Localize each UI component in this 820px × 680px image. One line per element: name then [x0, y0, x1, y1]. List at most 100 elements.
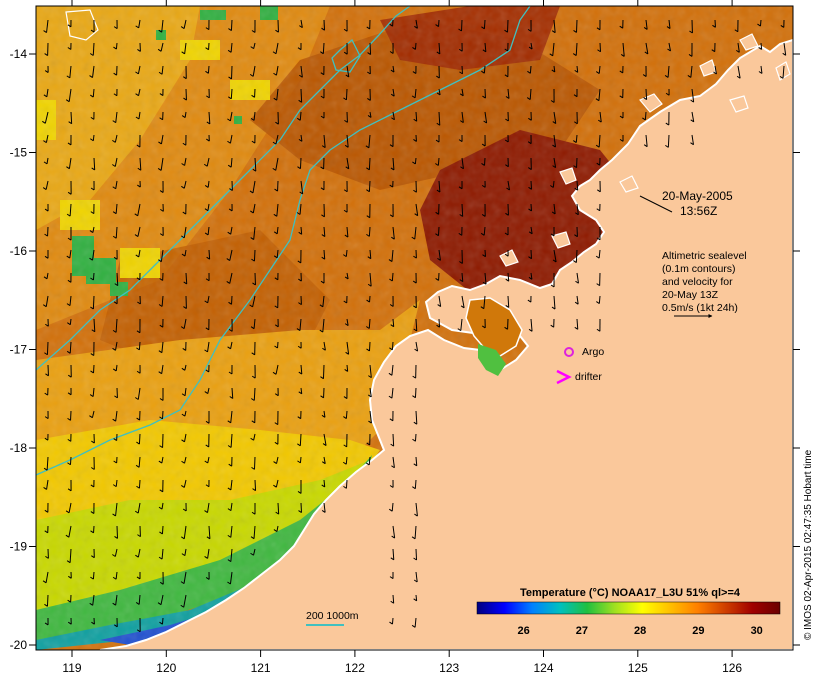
velocity-arrow [300, 88, 303, 103]
velocity-arrow [575, 19, 578, 33]
velocity-arrow-head [250, 210, 254, 214]
velocity-arrow-head [43, 140, 47, 144]
velocity-arrow [184, 548, 187, 556]
velocity-arrow-head [414, 25, 418, 29]
drifter-label: drifter [575, 371, 602, 383]
velocity-arrow-head [321, 145, 326, 149]
velocity-arrow-head [505, 212, 509, 216]
velocity-arrow [161, 410, 164, 419]
velocity-arrow [69, 295, 72, 306]
velocity-arrow-head [573, 165, 577, 169]
velocity-arrow-head [183, 281, 187, 285]
velocity-arrow [275, 364, 279, 375]
velocity-arrow-head [112, 186, 117, 190]
velocity-arrow [68, 502, 72, 513]
velocity-arrow-head [552, 121, 557, 124]
velocity-arrow [115, 42, 118, 50]
velocity-arrow-head [573, 94, 578, 98]
velocity-arrow-head [90, 138, 94, 142]
velocity-arrow-head [527, 141, 532, 145]
velocity-arrow [346, 318, 349, 326]
velocity-arrow [369, 364, 372, 378]
velocity-arrow [507, 272, 510, 282]
velocity-arrow-head [506, 187, 510, 191]
velocity-arrow [645, 42, 649, 54]
velocity-arrow [92, 88, 95, 98]
velocity-arrow-head [135, 93, 139, 97]
velocity-arrow-head [297, 460, 301, 464]
lat-tick-label: -17 [10, 343, 28, 357]
velocity-arrow [230, 19, 233, 31]
velocity-arrow [507, 180, 510, 191]
velocity-arrow-head [619, 115, 624, 119]
velocity-arrow-head [413, 139, 417, 142]
velocity-arrow-head [320, 72, 325, 76]
velocity-arrow-head [482, 49, 487, 53]
velocity-arrow-head [65, 99, 70, 103]
isobath-contour-loop [331, 38, 361, 73]
velocity-arrow-head [137, 48, 141, 52]
velocity-arrow [599, 111, 602, 123]
velocity-arrow [92, 226, 95, 233]
velocity-arrow [438, 249, 441, 261]
velocity-arrow-head [667, 48, 671, 52]
velocity-arrow [461, 295, 465, 308]
colorbar-ticks: 26 27 28 29 30 [517, 625, 762, 637]
velocity-arrow-head [482, 254, 486, 258]
velocity-arrow-head [158, 29, 162, 33]
velocity-arrow-head [436, 189, 441, 193]
velocity-arrow [530, 318, 533, 332]
velocity-arrow-head [574, 69, 578, 73]
velocity-arrow-head [249, 304, 253, 308]
velocity-arrow-head [205, 327, 210, 331]
velocity-arrow [461, 203, 464, 217]
velocity-arrow [461, 111, 464, 123]
velocity-arrow [438, 111, 441, 126]
velocity-arrow [392, 525, 396, 539]
velocity-arrow-head [136, 576, 141, 580]
velocity-arrow [576, 203, 579, 215]
velocity-arrow-head [412, 280, 417, 284]
velocity-arrow-head [390, 324, 394, 328]
velocity-arrow-head [504, 29, 508, 33]
velocity-arrow-head [181, 51, 185, 55]
velocity-arrow [667, 65, 670, 78]
velocity-arrow [138, 111, 141, 120]
velocity-arrow-head [665, 122, 670, 126]
velocity-arrow-head [596, 189, 601, 193]
velocity-arrow [45, 295, 49, 307]
velocity-arrow-head [66, 350, 71, 354]
velocity-arrow-head [412, 71, 417, 74]
velocity-arrow [598, 295, 601, 304]
velocity-arrow [116, 272, 119, 286]
velocity-arrow-head [206, 256, 210, 260]
velocity-arrow-head [367, 283, 372, 287]
velocity-arrow-head [112, 602, 116, 606]
velocity-arrow-head [251, 94, 255, 98]
velocity-arrow-head [250, 437, 254, 441]
velocity-arrow [115, 341, 118, 351]
velocity-arrow-head [343, 300, 348, 304]
date-label: 20-May-2005 [662, 189, 733, 203]
lat-tick-label: -15 [10, 146, 28, 160]
velocity-arrow-head [42, 187, 47, 190]
velocity-arrow-head [389, 347, 393, 351]
velocity-arrow-head [343, 209, 348, 213]
velocity-arrow-head [437, 257, 441, 261]
velocity-arrow [160, 249, 164, 262]
velocity-arrow-head [158, 141, 162, 145]
velocity-arrow [345, 479, 348, 489]
velocity-arrow-head [274, 324, 279, 328]
velocity-arrow-head [44, 603, 48, 607]
velocity-arrow-head [91, 167, 95, 171]
velocity-arrow-head [228, 371, 233, 375]
velocity-arrow-head [459, 261, 463, 264]
velocity-arrow-head [595, 144, 600, 148]
velocity-arrow-head [389, 576, 394, 580]
velocity-arrow-head [460, 305, 465, 309]
velocity-arrow-head [528, 46, 533, 50]
velocity-arrow-head [480, 232, 485, 236]
velocity-arrow-head [297, 260, 302, 264]
velocity-arrow [46, 157, 49, 164]
velocity-arrow-head [321, 214, 325, 218]
